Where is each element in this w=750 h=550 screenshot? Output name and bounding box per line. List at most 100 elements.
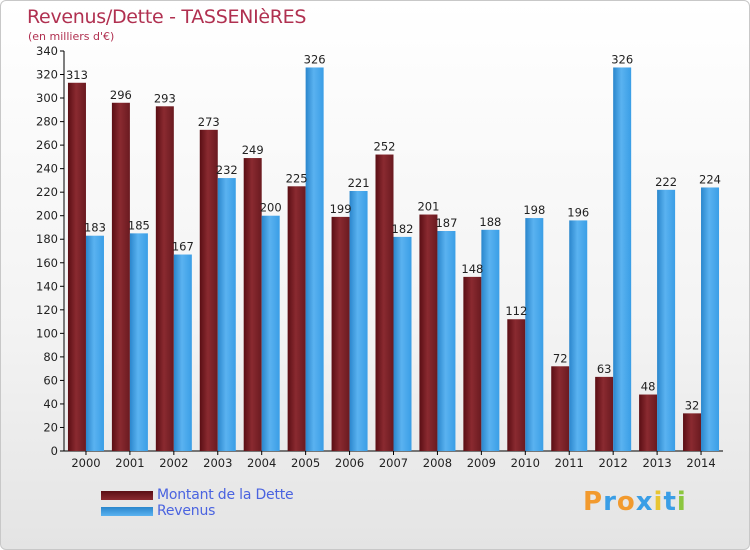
data-label-revenus: 188 [479, 215, 501, 229]
data-label-revenus: 326 [611, 52, 633, 66]
x-tick-label: 2010 [511, 456, 540, 470]
bar-revenus [261, 215, 280, 451]
y-tick-label: 220 [36, 185, 58, 199]
bar-dette [155, 106, 174, 451]
y-tick-label: 140 [36, 279, 58, 293]
logo-letter: r [603, 487, 617, 517]
data-label-dette: 273 [198, 115, 220, 129]
data-label-dette: 112 [505, 304, 527, 318]
bar-dette [243, 158, 262, 451]
bar-dette [111, 102, 130, 451]
legend-swatch-revenus [101, 507, 153, 516]
data-label-revenus: 198 [523, 203, 545, 217]
x-tick-label: 2005 [291, 456, 320, 470]
y-tick-label: 240 [36, 162, 58, 176]
bar-dette [683, 413, 702, 451]
x-tick-label: 2006 [335, 456, 364, 470]
bar-dette [67, 82, 86, 451]
x-tick-label: 2008 [423, 456, 452, 470]
data-label-revenus: 182 [392, 222, 414, 236]
data-label-dette: 313 [66, 68, 88, 82]
data-label-dette: 252 [374, 140, 396, 154]
legend-label-debt: Montant de la Dette [157, 487, 294, 503]
data-label-revenus: 326 [304, 52, 326, 66]
data-label-dette: 225 [286, 171, 308, 185]
x-tick-label: 2001 [115, 456, 144, 470]
data-label-revenus: 232 [216, 163, 238, 177]
logo-letter: t [663, 487, 677, 517]
data-label-dette: 296 [110, 88, 132, 102]
y-tick-label: 0 [51, 444, 58, 458]
bar-dette [595, 376, 614, 451]
logo-letter: i [653, 487, 664, 517]
x-tick-label: 2014 [686, 456, 715, 470]
proxiti-logo: Proxiti [583, 487, 687, 517]
x-tick-label: 2004 [247, 456, 276, 470]
bar-dette [199, 129, 218, 451]
bar-revenus [657, 189, 676, 451]
bar-revenus [85, 235, 104, 451]
data-label-revenus: 221 [348, 176, 370, 190]
chart-subtitle: (en milliers d'€) [28, 30, 115, 43]
bar-revenus [129, 233, 148, 451]
data-label-revenus: 196 [567, 205, 589, 219]
bar-revenus [569, 220, 588, 451]
data-label-dette: 48 [641, 380, 656, 394]
logo-letter: i [676, 487, 687, 517]
bar-dette [463, 276, 482, 451]
data-label-revenus: 222 [655, 175, 677, 189]
bar-revenus [701, 187, 720, 451]
x-tick-label: 2011 [555, 456, 584, 470]
data-label-dette: 32 [685, 398, 700, 412]
y-tick-label: 120 [36, 303, 58, 317]
bar-dette [331, 216, 350, 451]
bar-revenus [481, 229, 500, 451]
y-tick-label: 100 [36, 326, 58, 340]
logo-letter: o [616, 487, 636, 517]
bar-revenus [305, 67, 324, 452]
x-tick-label: 2009 [467, 456, 496, 470]
legend-swatch-debt [101, 491, 153, 500]
bar-revenus [173, 254, 192, 451]
y-tick-label: 180 [36, 232, 58, 246]
y-tick-label: 260 [36, 138, 58, 152]
data-label-revenus: 200 [260, 201, 282, 215]
bar-dette [507, 319, 526, 451]
y-tick-label: 20 [43, 420, 58, 434]
data-label-dette: 293 [154, 91, 176, 105]
data-label-dette: 199 [330, 202, 352, 216]
data-label-dette: 201 [417, 200, 439, 214]
bar-revenus [217, 178, 236, 451]
bar-dette [375, 154, 394, 451]
bar-revenus [613, 67, 632, 452]
y-tick-label: 340 [36, 44, 58, 58]
x-tick-label: 2007 [379, 456, 408, 470]
x-tick-label: 2003 [203, 456, 232, 470]
y-tick-label: 80 [43, 350, 58, 364]
x-tick-label: 2002 [159, 456, 188, 470]
bar-dette [639, 394, 658, 451]
bar-dette [287, 186, 306, 451]
x-tick-label: 2013 [642, 456, 671, 470]
bar-revenus [349, 191, 368, 451]
y-tick-label: 280 [36, 115, 58, 129]
logo-letter: P [583, 487, 604, 517]
bar-revenus [525, 218, 544, 451]
data-label-revenus: 185 [128, 218, 150, 232]
legend-label-revenus: Revenus [157, 503, 216, 519]
logo-letter: x [635, 487, 654, 517]
data-label-revenus: 187 [435, 216, 457, 230]
y-tick-label: 300 [36, 91, 58, 105]
bar-revenus [393, 236, 412, 451]
data-label-dette: 249 [242, 143, 264, 157]
y-tick-label: 60 [43, 373, 58, 387]
chart-title: Revenus/Dette - TASSENIèRES [27, 6, 307, 28]
y-tick-label: 320 [36, 68, 58, 82]
data-label-dette: 148 [461, 262, 483, 276]
x-tick-label: 2012 [599, 456, 628, 470]
y-tick-label: 160 [36, 256, 58, 270]
y-tick-label: 40 [43, 397, 58, 411]
bar-dette [551, 366, 570, 451]
